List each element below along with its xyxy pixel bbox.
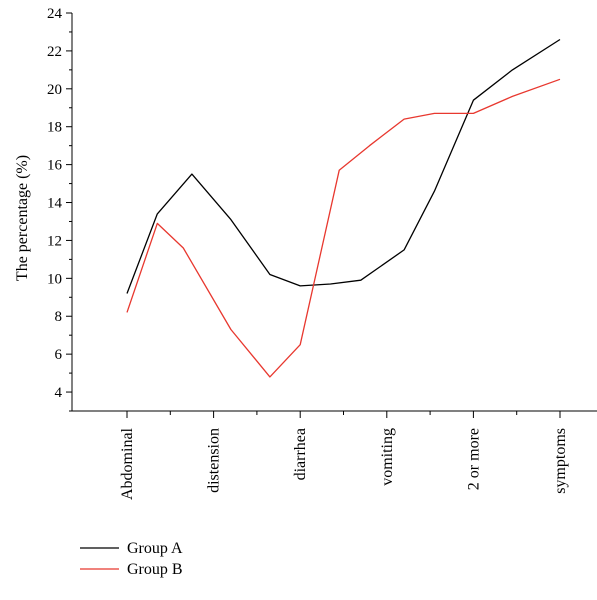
series-lines: [126, 38, 561, 378]
x-tick-label: 2 or more: [465, 428, 482, 490]
y-tick-label: 12: [47, 233, 62, 249]
chart-axes: [71, 13, 597, 412]
y-axis-label: The percentage (%): [14, 155, 31, 281]
y-tick-label: 20: [47, 82, 62, 98]
y-axis-ticks: 4 6 8 10 12 14 16 18 20 22 24: [47, 6, 72, 412]
x-tick-label: Abdominal: [119, 427, 136, 500]
x-tick-label: vomiting: [379, 428, 396, 486]
x-axis-ticks: Abdominal distension diarrhea vomiting 2 or …: [119, 411, 569, 500]
y-tick-label: 22: [47, 44, 62, 60]
y-tick-label: 6: [55, 347, 63, 363]
y-tick-label: 16: [47, 158, 63, 174]
series-line-group-b: [126, 78, 561, 378]
y-tick-label: 24: [47, 6, 63, 22]
x-tick-label: symptoms: [552, 428, 569, 494]
x-tick-label: distension: [206, 428, 223, 493]
x-tick-label: diarrhea: [292, 428, 309, 480]
y-tick-label: 14: [47, 196, 63, 212]
y-tick-label: 18: [47, 120, 62, 136]
y-tick-label: 4: [55, 385, 63, 401]
legend-label: Group A: [127, 540, 183, 557]
series-line-group-a: [126, 38, 561, 294]
legend: Group A Group B: [80, 540, 183, 578]
legend-label: Group B: [127, 561, 183, 578]
y-tick-label: 10: [47, 271, 62, 287]
y-tick-label: 8: [55, 309, 63, 325]
